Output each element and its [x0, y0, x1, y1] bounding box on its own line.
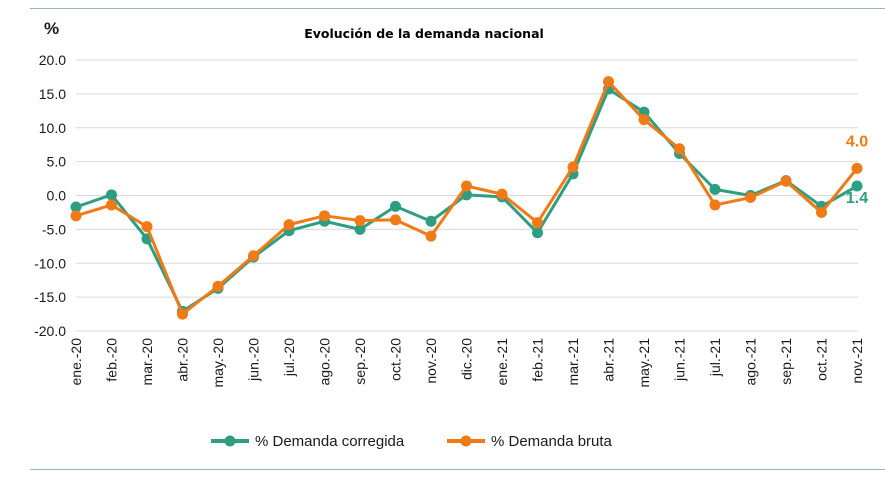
y-tick-label: -20.0	[34, 323, 66, 339]
data-point	[354, 223, 366, 235]
data-point	[354, 215, 366, 227]
y-tick-label: 0.0	[47, 188, 67, 204]
x-tick-label: sep.-20	[352, 338, 368, 385]
x-tick-label: mar.-20	[139, 338, 155, 386]
chart-title: Evolución de la demanda nacional	[304, 26, 544, 41]
data-label: 4.0	[846, 133, 868, 150]
data-point	[780, 175, 792, 187]
y-tick-label: -10.0	[34, 255, 66, 271]
data-point	[851, 180, 863, 192]
x-tick-label: jul.-21	[707, 338, 723, 377]
data-point	[106, 189, 117, 201]
legend-item-bruta: % Demanda bruta	[447, 433, 613, 450]
x-tick-label: mar.-21	[565, 338, 581, 386]
data-point	[70, 210, 82, 222]
data-point	[390, 200, 401, 212]
y-tick-label: -5.0	[42, 221, 66, 237]
y-tick-label: 20.0	[39, 52, 66, 68]
gridlines	[76, 59, 858, 332]
x-tick-label: ene.-21	[494, 338, 510, 386]
legend: % Demanda corregida % Demanda bruta	[211, 433, 613, 450]
data-point	[709, 199, 721, 211]
data-point	[709, 183, 721, 195]
x-tick-label: ago.-21	[743, 338, 759, 386]
legend-label-bruta: % Demanda bruta	[491, 433, 613, 450]
legend-item-corregida: % Demanda corregida	[211, 433, 405, 450]
data-point	[212, 280, 224, 292]
y-tick-label: 10.0	[39, 120, 66, 136]
legend-marker-bruta	[460, 435, 472, 447]
x-tick-label: sep.-21	[778, 338, 794, 385]
x-tick-label: oct.-20	[388, 338, 404, 381]
data-point	[745, 192, 756, 204]
x-tick-label: may.-21	[636, 338, 652, 388]
data-point	[177, 308, 188, 320]
y-axis-unit: %	[44, 19, 59, 38]
data-point	[532, 227, 543, 239]
y-tick-label: 15.0	[39, 86, 66, 102]
data-point	[567, 161, 579, 173]
y-axis-tick-labels: 20.0 15.0 10.0 5.0 0.0 -5.0 -10.0 -15.0 -20.0	[34, 52, 66, 339]
x-tick-label: jul.-20	[281, 338, 297, 377]
data-point	[425, 230, 437, 242]
data-label: 1.4	[846, 190, 868, 207]
data-annotations: 4.0 1.4	[846, 133, 868, 207]
data-point	[106, 199, 117, 211]
x-tick-label: nov.-20	[423, 338, 439, 384]
x-tick-label: ene.-20	[68, 338, 84, 386]
x-tick-label: nov.-21	[849, 338, 865, 384]
legend-marker-corregida	[224, 435, 236, 447]
data-point	[283, 219, 295, 231]
series-bruta	[70, 76, 863, 320]
data-point	[390, 214, 401, 226]
x-tick-label: abr.-20	[175, 338, 191, 382]
x-tick-label: feb.-21	[530, 338, 546, 382]
data-point	[816, 206, 827, 218]
x-axis-tick-labels: ene.-20 feb.-20 mar.-20 abr.-20 may.-20 jun.-…	[68, 338, 865, 388]
y-tick-label: 5.0	[47, 154, 67, 170]
x-tick-label: abr.-21	[601, 338, 617, 382]
data-point	[70, 201, 82, 213]
data-point	[248, 250, 259, 262]
x-tick-label: dic.-20	[459, 338, 475, 380]
data-point	[319, 210, 330, 222]
x-tick-label: may.-20	[210, 338, 226, 388]
x-tick-label: jun.-21	[672, 338, 688, 382]
data-point	[851, 162, 863, 174]
data-point	[638, 114, 650, 126]
y-tick-label: -15.0	[34, 289, 66, 305]
legend-label-corregida: % Demanda corregida	[255, 433, 405, 450]
data-point	[496, 188, 508, 200]
x-tick-label: feb.-20	[104, 338, 120, 382]
data-point	[532, 217, 543, 229]
x-tick-label: jun.-20	[246, 338, 262, 382]
data-point	[461, 180, 472, 192]
data-point	[141, 221, 153, 233]
data-point	[603, 76, 614, 88]
x-tick-label: oct.-21	[814, 338, 830, 381]
data-point	[425, 215, 437, 227]
series-group	[70, 76, 863, 320]
data-point	[674, 143, 685, 155]
x-tick-label: ago.-20	[317, 338, 333, 386]
